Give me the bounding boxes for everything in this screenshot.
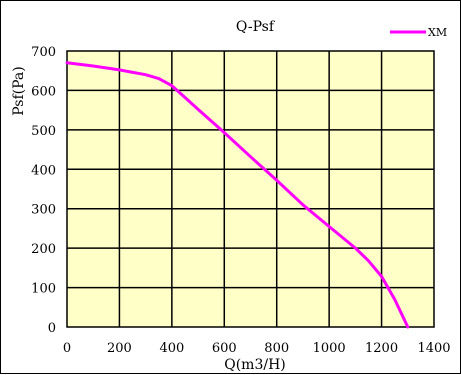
x-tick-label: 0 (63, 341, 71, 356)
series-layer (65, 61, 410, 329)
y-tick-label: 700 (31, 45, 56, 60)
x-tick-label: 1400 (417, 341, 450, 356)
grid (67, 51, 434, 327)
y-tick-label: 600 (31, 84, 56, 99)
y-tick-label: 500 (31, 124, 56, 139)
y-tick-label: 0 (48, 321, 56, 336)
x-tick-label: 1200 (365, 341, 398, 356)
plot-border (66, 50, 435, 328)
legend-label-xm: XM (428, 26, 447, 39)
x-axis-ticks: 0 200 400 600 800 1000 1200 1400 (63, 341, 451, 356)
y-tick-label: 100 (31, 282, 56, 297)
x-tick-label: 800 (264, 341, 289, 356)
y-tick-label: 300 (31, 203, 56, 218)
x-axis-label: Q(m3/H) (224, 357, 286, 373)
y-axis-ticks: 0 100 200 300 400 500 600 700 (31, 45, 56, 336)
chart-title: Q-Psf (236, 19, 276, 35)
x-tick-label: 400 (159, 341, 184, 356)
x-tick-label: 600 (212, 341, 237, 356)
series-line-xm (65, 61, 410, 329)
x-tick-label: 200 (107, 341, 132, 356)
y-axis-label: Psf(Pa) (11, 66, 27, 115)
y-tick-label: 400 (31, 163, 56, 178)
legend: XM (390, 26, 447, 39)
plot-area (67, 51, 434, 327)
y-tick-label: 200 (31, 242, 56, 257)
x-tick-label: 1000 (313, 341, 346, 356)
